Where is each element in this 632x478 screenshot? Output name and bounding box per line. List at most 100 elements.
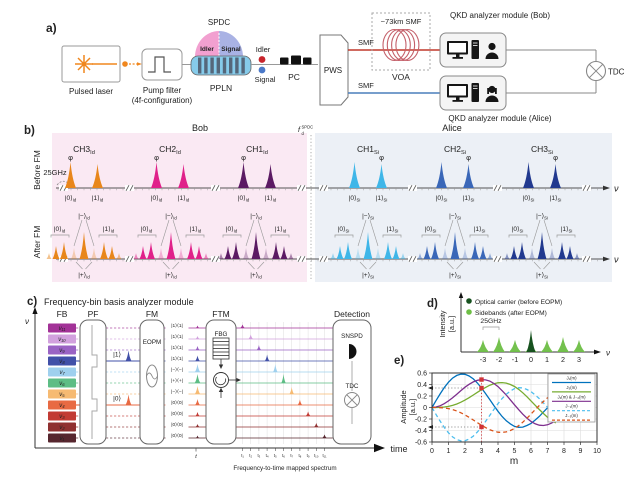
ket-one-label: |1⟩ [113,352,121,359]
axis-break-gap [582,256,591,262]
before-fm-peak [151,162,162,188]
ket-zero-label: |0⟩Id [151,195,163,203]
ket-plus-line [85,261,93,270]
x-tick-label: 10 [593,448,601,455]
mapped-peak [322,434,327,438]
sideband-peak [493,337,505,352]
x-tick-label: 5 [513,448,517,455]
idler-label: Idler [256,45,271,54]
after-fm-peak [251,232,261,259]
modulated-peak [195,336,200,339]
legend-entry-label: J₋₁(m) [565,404,578,409]
mapped-peak [248,334,253,339]
after-fm-peak [288,253,294,259]
circulator-out-arrow [236,378,241,382]
axis-break-slash [211,185,216,191]
axis-break-gap [125,256,134,262]
laser-core-dot [82,62,86,66]
before-fm-peak [238,162,249,188]
ket-zero-label: |0⟩Si [523,195,535,203]
after-fm-peak [147,242,155,259]
projector-label-bg [165,410,189,417]
mapped-peak [256,345,262,350]
after-fm-peak [450,232,460,259]
modulated-peak [194,374,201,383]
y-tick-label: 0.4 [417,382,427,389]
axis-break-slash [297,185,302,191]
amplitude-axis-units: [a.u.] [408,399,417,416]
after-fm-peak [166,232,176,259]
panel-a-label: a) [46,21,57,35]
ket-minus-line [456,219,466,247]
axis-break-slash [215,256,220,262]
projector-label: |+⟩⟨+| [171,378,183,384]
smf-bottom-label: SMF [358,81,374,90]
signal-label: Signal [255,75,276,84]
frequency-bin-label: ν₉ [59,348,65,354]
ppln-label: PPLN [210,83,232,93]
amplitude-axis-label: Amplitude [399,390,408,423]
fbg-link-arrow [218,364,224,369]
after-fm-peak [504,253,510,259]
operating-point-marker [479,424,484,430]
center-frequency-sup: SPDC [302,125,314,130]
time-tick-label: t₉ [307,453,310,458]
pump-pulse-dot [122,61,128,67]
bessel-curve-0 [431,373,557,428]
ket-minus-label: |−⟩Si [536,213,548,221]
axis-break-gap [211,185,220,191]
after-fm-peak [116,253,122,259]
x-tick-label: 6 [529,448,533,455]
projector-label: |−⟩⟨−| [171,367,183,373]
alice-header: Alice [442,123,462,133]
axis-break-slash [586,185,591,191]
axis-break-slash [412,185,417,191]
carrier-legend-dot [466,298,472,304]
center-frequency-sub: d [302,131,305,136]
column-header-fm: FM [146,309,158,319]
sideband-index-label: 3 [577,355,581,364]
frequency-axis-d-arrow [594,349,601,355]
after-fm-peak [549,248,555,259]
phase-symbol: φ [68,153,73,162]
axis-break-slash [297,256,302,262]
axis-break-slash [125,256,130,262]
phase-symbol: φ [553,153,558,162]
circulator-arrow [215,376,227,386]
channel-label: CH1Id [246,144,268,156]
legend-entry-label: J₂(m) & J₋₂(m) [557,394,586,399]
before-fm-peak [523,162,534,188]
x-tick-label: 3 [480,448,484,455]
sideband-index-label: 0 [529,355,533,364]
sideband-legend-label: Sidebands (after EOPM) [475,310,547,317]
ket-minus-line [73,219,83,247]
tdc-label: TDC [608,68,625,77]
frequency-bin-box [48,356,76,366]
time-tick-label: t₄ [266,453,269,458]
fbg-label: FBG [215,331,228,338]
ket-one-bracket [185,234,205,238]
bob-module-label: QKD analyzer module (Bob) [450,11,550,20]
after-fm-peak [400,253,406,259]
after-fm-peak [46,253,52,259]
after-fm-peak [178,248,184,259]
ket-one-label: |1⟩Id [275,226,287,234]
axis-break-gap [493,256,502,262]
fiber-coil-icon [382,28,420,62]
ket-minus-label: |−⟩Si [449,213,461,221]
axis-break-gap [493,185,502,191]
polarization-controller-icon [280,55,312,65]
after-fm-peak [574,253,580,259]
frequency-bin-label: ν₃ [59,414,65,420]
frequency-bin-box [48,433,76,443]
snspd-detector-icon [349,344,357,359]
after-fm-peak [471,242,479,259]
ket-plus-line [456,261,464,270]
ket-one-label: |1⟩Id [103,226,115,234]
time-tick-label: t₁₁ [323,453,328,458]
frequency-axis-arrow [32,307,38,314]
projector-label: |1⟩⟨1| [171,356,183,362]
ppln-poling-stripes [198,57,245,74]
